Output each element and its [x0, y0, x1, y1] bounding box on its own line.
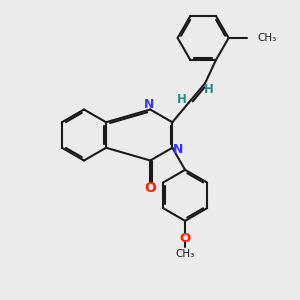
Text: H: H [204, 83, 214, 96]
Text: O: O [179, 232, 191, 245]
Text: O: O [144, 181, 156, 195]
Text: CH₃: CH₃ [176, 249, 195, 259]
Text: N: N [144, 98, 154, 111]
Text: CH₃: CH₃ [257, 33, 276, 43]
Text: N: N [172, 143, 183, 156]
Text: H: H [177, 93, 187, 106]
